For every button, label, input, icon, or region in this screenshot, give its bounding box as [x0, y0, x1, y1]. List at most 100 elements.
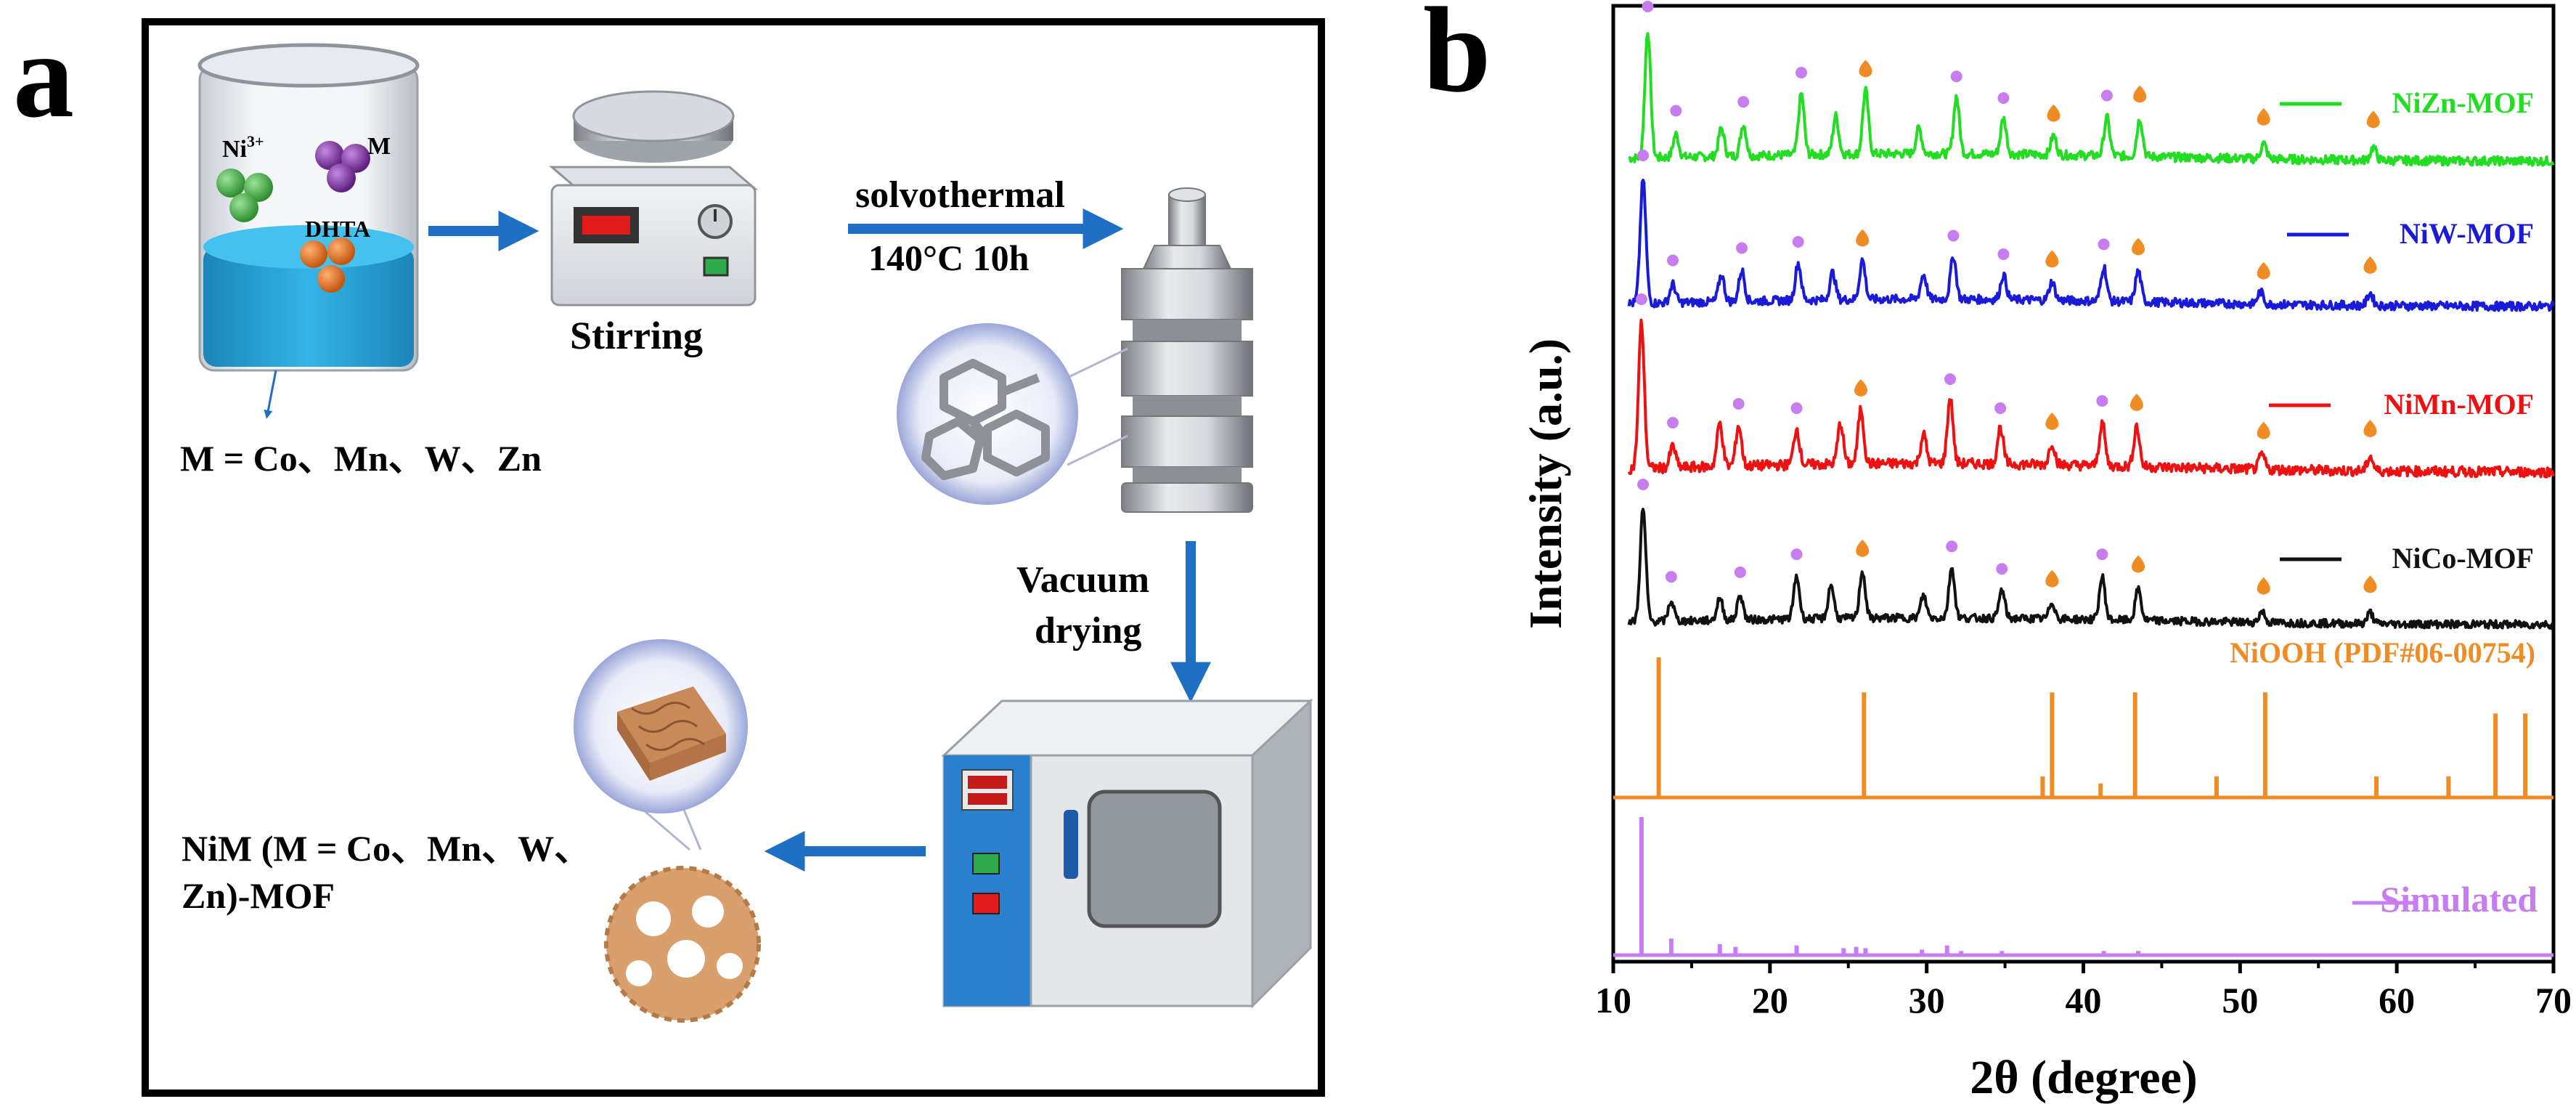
peak-circle-marker — [1670, 105, 1682, 117]
legend-label: Simulated — [2380, 879, 2538, 920]
peak-spade-marker — [2133, 85, 2147, 103]
peak-spade-marker — [2363, 256, 2377, 274]
m-ion-label: M — [367, 133, 391, 160]
xrd-trace — [1627, 178, 2555, 312]
xrd-trace — [1628, 32, 2555, 167]
peak-circle-marker — [2098, 238, 2110, 251]
series-niooh-pdf-06-00754-: NiOOH (PDF#06-00754) — [1613, 636, 2553, 800]
peak-circle-marker — [1637, 150, 1650, 161]
y-axis-label: Intensity (a.u.) — [1520, 338, 1571, 629]
mof-crystal-product — [604, 866, 761, 1023]
peak-spade-marker — [2132, 555, 2145, 573]
series-nizn-mof: NiZn-MOF — [1628, 1, 2555, 167]
peak-circle-marker — [1790, 548, 1803, 561]
peak-circle-marker — [1944, 373, 1957, 385]
vacuum-oven — [941, 698, 1313, 1009]
peak-circle-marker — [1642, 1, 1654, 12]
chart-plot-frame — [1611, 4, 2556, 964]
peak-circle-marker — [2100, 89, 2113, 102]
peak-spade-marker — [1856, 539, 1870, 557]
x-tick-label: 10 — [1595, 980, 1631, 1020]
autoclave — [1121, 187, 1253, 513]
peak-spade-marker — [1854, 379, 1868, 397]
peak-circle-marker — [1792, 236, 1804, 248]
series-nimn-mof: NiMn-MOF — [1627, 293, 2555, 479]
beaker-liquid — [203, 247, 414, 367]
peak-circle-marker — [1997, 92, 2010, 104]
peak-circle-marker — [1732, 398, 1745, 410]
condition-label: 140°C 10h — [868, 238, 1030, 278]
peak-circle-marker — [2096, 548, 2108, 561]
peak-spade-marker — [2047, 104, 2061, 122]
peak-spade-marker — [2045, 569, 2059, 588]
product-label-line2: Zn)-MOF — [182, 875, 335, 916]
peak-spade-marker — [1859, 60, 1872, 78]
x-axis-label: 2θ (degree) — [1970, 1051, 2198, 1104]
ni-ion-label: Ni3+ — [222, 132, 264, 163]
x-tick-label: 60 — [2379, 980, 2415, 1020]
peak-circle-marker — [1946, 540, 1958, 553]
product-label-line1: NiM (M = Co、Mn、W、 — [182, 828, 590, 869]
vacuum-label-line2: drying — [1035, 610, 1141, 652]
peak-circle-marker — [1667, 254, 1679, 267]
series-niw-mof: NiW-MOF — [1627, 150, 2555, 312]
metal-definition: M = Co、Mn、W、Zn — [180, 438, 542, 479]
peak-spade-marker — [2132, 238, 2145, 256]
peak-spade-marker — [2045, 250, 2059, 268]
peak-spade-marker — [2045, 413, 2059, 430]
peak-spade-marker — [2257, 261, 2270, 280]
dhta-label: DHTA — [305, 216, 370, 242]
peak-circle-marker — [1796, 67, 1807, 78]
peak-spade-marker — [2129, 394, 2143, 411]
legend-label: NiOOH (PDF#06-00754) — [2230, 636, 2535, 669]
peak-spade-marker — [2366, 110, 2380, 129]
peak-spade-marker — [2363, 575, 2377, 593]
peak-circle-marker — [1734, 566, 1746, 578]
legend-label: NiW-MOF — [2400, 217, 2534, 250]
peak-circle-marker — [1996, 563, 2008, 575]
xrd-trace — [1627, 508, 2555, 630]
peak-circle-marker — [1637, 479, 1650, 490]
dhta-cluster — [300, 238, 355, 293]
panel-a-frame — [142, 18, 1325, 1097]
xrd-chart: NiZn-MOF NiW-MOF NiMn-MOF NiCo-MOF NiOOH (PD… — [1520, 1, 2572, 1104]
peak-circle-marker — [2096, 395, 2108, 407]
peak-spade-marker — [2257, 108, 2270, 126]
peak-circle-marker — [1667, 417, 1679, 429]
peak-circle-marker — [1737, 96, 1750, 108]
stirring-label: Stirring — [570, 314, 703, 357]
beaker-pointer-arrow — [264, 370, 277, 419]
magnetic-stirrer — [548, 90, 759, 307]
peak-spade-marker — [2257, 421, 2270, 439]
x-tick-label: 40 — [2066, 980, 2102, 1020]
xrd-trace — [1627, 318, 2555, 479]
peak-circle-marker — [1665, 571, 1677, 583]
peak-circle-marker — [1947, 230, 1960, 242]
peak-circle-marker — [1950, 70, 1962, 83]
x-tick-label: 50 — [2222, 980, 2258, 1020]
series-nico-mof: NiCo-MOF — [1627, 479, 2555, 630]
legend-label: NiMn-MOF — [2384, 388, 2534, 421]
mof-crystal-bubble-1 — [897, 323, 1128, 505]
peak-circle-marker — [1997, 248, 2010, 260]
panel-b-letter: b — [1423, 0, 1491, 118]
legend-label: NiZn-MOF — [2392, 86, 2534, 119]
series-simulated: Simulated — [1613, 817, 2553, 957]
ni-ion-cluster — [216, 169, 273, 222]
m-ion-cluster — [315, 141, 370, 192]
peak-circle-marker — [1735, 242, 1748, 254]
solvothermal-label: solvothermal — [855, 174, 1065, 216]
x-tick-label: 20 — [1752, 980, 1788, 1020]
vacuum-label-line1: Vacuum — [1016, 559, 1149, 601]
peak-circle-marker — [1994, 402, 2007, 414]
legend-label: NiCo-MOF — [2392, 542, 2534, 575]
peak-spade-marker — [2257, 577, 2270, 595]
peak-spade-marker — [2363, 420, 2377, 437]
mof-film-bubble — [574, 639, 748, 851]
peak-spade-marker — [1856, 229, 1870, 247]
panel-a-letter: a — [13, 8, 74, 143]
peak-circle-marker — [1790, 402, 1803, 414]
peak-circle-marker — [1635, 293, 1647, 305]
x-tick-label: 30 — [1909, 980, 1945, 1020]
